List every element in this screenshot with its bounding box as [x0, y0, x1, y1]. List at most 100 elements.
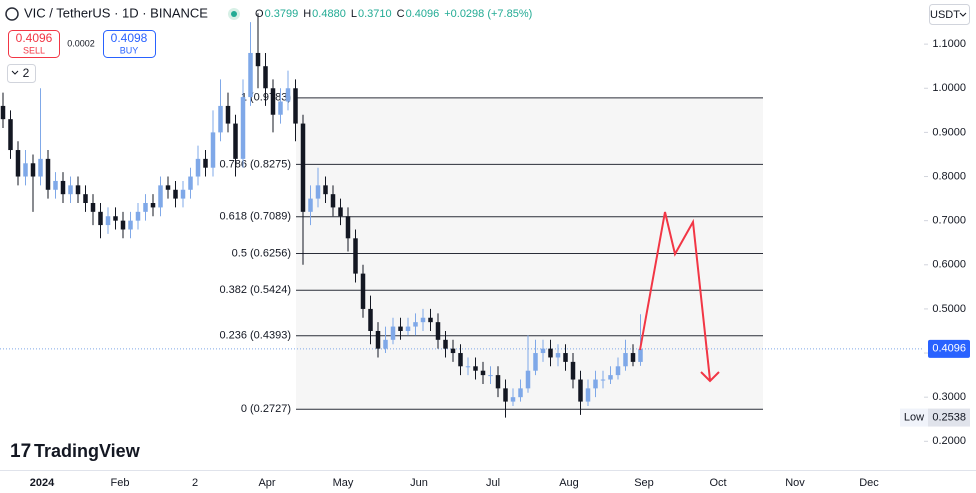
ohlc-value: 0.3710 [358, 8, 392, 20]
candle-body [338, 207, 343, 217]
symbol-title: VIC / TetherUS · 1D · BINANCE [24, 5, 208, 20]
candle-body [578, 379, 583, 402]
candle-body [630, 353, 636, 362]
ohlc-value: 0.3799 [265, 8, 299, 20]
candle-body [195, 158, 201, 177]
currency-dropdown[interactable] [929, 4, 970, 25]
currency: USDT [930, 9, 960, 21]
sell-label: SELL [23, 45, 45, 55]
candle-body [83, 194, 88, 204]
fib-label: 0.236 (0.4393) [219, 330, 291, 342]
candle-body [435, 322, 441, 340]
y-tick-label: 0.9000 [932, 126, 966, 138]
candle-body [300, 123, 306, 212]
fib-label: 0 (0.2727) [241, 403, 291, 415]
buy-button[interactable] [103, 30, 156, 58]
x-tick-label: Apr [258, 477, 275, 489]
indicators-toggle[interactable] [7, 64, 36, 83]
candle-body [120, 220, 126, 230]
projection-arrow [639, 211, 711, 381]
candle-body [75, 185, 81, 195]
candle-body [398, 326, 403, 331]
candle-body [8, 119, 13, 151]
last-price-tag [928, 339, 970, 358]
x-tick-label: Dec [859, 477, 879, 489]
y-tick-label: 1.0000 [932, 82, 966, 94]
candle-body [180, 189, 186, 199]
candle-body [413, 322, 418, 327]
candle-body [150, 203, 156, 208]
candle-body [105, 216, 111, 226]
candle-body [585, 388, 591, 402]
candle-body [443, 339, 448, 349]
candle-body [240, 97, 246, 159]
ohlc-value: 0.4096 [406, 8, 440, 20]
candle-body [368, 308, 373, 331]
candle-body [308, 198, 313, 212]
x-tick-label: Sep [634, 477, 654, 489]
ohlc: O 0.3799 H 0.4880 L 0.3710 C 0.4096 +0.0298 (+7.… [255, 8, 532, 20]
candle-body [165, 185, 171, 190]
candle-body [420, 317, 426, 323]
candle-body [450, 348, 456, 354]
candle-body [45, 158, 51, 190]
ohlc-letter: L [351, 8, 357, 20]
candle-body [158, 185, 163, 208]
candle-body [90, 203, 96, 212]
candle-body [113, 216, 118, 221]
spread: 0.0002 [67, 38, 95, 48]
fib-label: 0.5 (0.6256) [232, 247, 291, 259]
candle-body [353, 238, 358, 274]
candle-body [428, 317, 433, 323]
y-tick-label: 1.1000 [932, 38, 966, 50]
sell-button[interactable] [8, 30, 60, 58]
candle-body [465, 366, 471, 368]
x-tick-label: Feb [111, 477, 130, 489]
candle-body [293, 88, 298, 124]
candle-body [203, 158, 208, 168]
symbol-icon [5, 7, 19, 21]
x-tick-label: 2 [192, 477, 198, 489]
buy-label: BUY [120, 45, 139, 55]
change: +0.0298 (+7.85%) [444, 8, 532, 20]
candle-body [345, 216, 351, 239]
candle-body [15, 150, 21, 177]
candle-body [608, 375, 613, 380]
chevron [11, 70, 19, 75]
candle-body [563, 353, 568, 362]
candle-body [210, 132, 216, 168]
candle-body [638, 348, 643, 362]
candle-body [330, 194, 336, 208]
candle-body [278, 101, 283, 115]
candle-body [540, 348, 546, 354]
candle-body [225, 105, 231, 124]
candle-body [525, 370, 531, 389]
x-tick-label: May [333, 477, 354, 489]
candle-body [623, 353, 628, 367]
x-tick-label: Oct [709, 477, 726, 489]
fib-label: 0.786 (0.8275) [219, 158, 291, 170]
y-tick-label: 0.2000 [932, 435, 966, 447]
candle-body [248, 52, 253, 98]
candle-body [23, 163, 28, 177]
candle-body [488, 375, 493, 377]
candle-body [600, 379, 606, 381]
arrow-head [700, 371, 720, 383]
buy-price: 0.4098 [111, 31, 148, 45]
candle-body [533, 353, 538, 371]
ohlc-letter: H [303, 8, 311, 20]
ohlc-value: 0.4880 [312, 8, 346, 20]
candle-body [360, 273, 366, 309]
plot: 0.20000.30000.40000.50000.60000.70000.80… [0, 13, 970, 489]
low-tag-label: 0.2538 [932, 411, 966, 423]
candle-body [135, 211, 141, 221]
y-tick-label: 0.6000 [932, 259, 966, 271]
candle-body [323, 185, 328, 195]
candle-body [38, 158, 43, 177]
y-tick-label: 0.8000 [932, 170, 966, 182]
candle-body [383, 339, 388, 349]
last-price-label: 0.4096 [932, 343, 966, 355]
logo: TradingView [34, 441, 141, 461]
candle-body [0, 105, 6, 120]
